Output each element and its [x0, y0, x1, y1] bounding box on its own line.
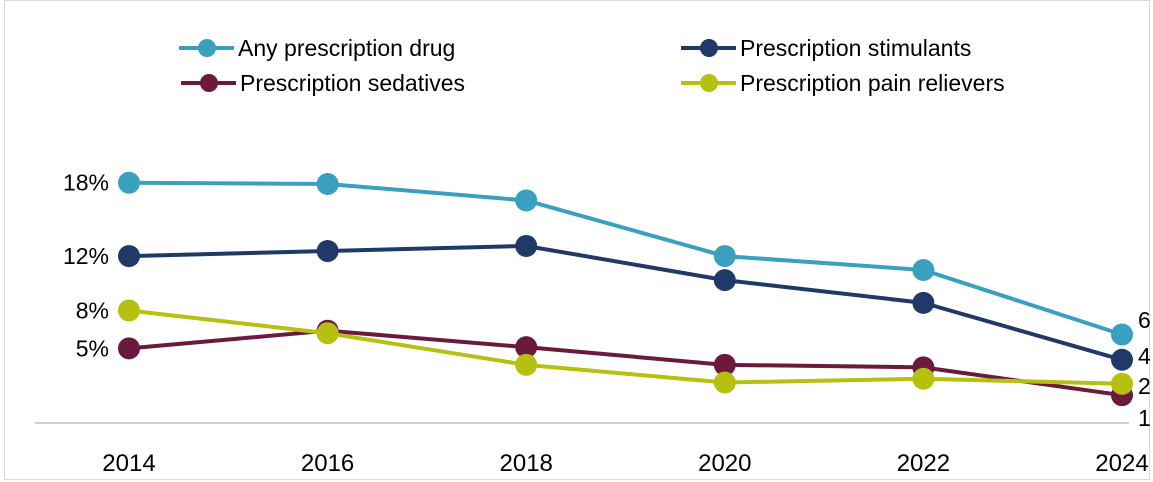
start-label-3: 5%	[76, 335, 109, 361]
end-label-3: 1%	[1138, 405, 1151, 431]
data-point-s3-1	[316, 322, 339, 345]
data-point-s0-2	[515, 189, 538, 212]
data-point-s1-2	[515, 234, 538, 257]
data-point-s1-3	[713, 269, 736, 292]
end-label-0: 6%	[1138, 307, 1151, 333]
start-label-1: 12%	[63, 243, 109, 269]
legend-marker-3	[700, 74, 718, 92]
x-tick-label-1: 2016	[301, 450, 354, 477]
x-tick-label-4: 2022	[897, 450, 950, 477]
data-point-s2-2	[515, 336, 538, 359]
data-point-s0-4	[912, 258, 935, 281]
data-point-s3-2	[515, 353, 538, 376]
series-line-2	[128, 328, 1123, 398]
x-tick-label-3: 2020	[698, 450, 751, 477]
data-point-s1-1	[316, 240, 339, 263]
legend: Any prescription drug Prescription stimul…	[179, 35, 1005, 96]
data-point-s3-3	[713, 371, 736, 394]
line-chart: Any prescription drug Prescription stimul…	[35, 35, 1151, 477]
series-line-0	[128, 180, 1123, 337]
data-point-s1-4	[912, 291, 935, 314]
start-label-0: 18%	[63, 170, 109, 196]
x-tick-label-0: 2014	[102, 450, 155, 477]
x-tick-layer: 2014 2016 2018 2020 2022 2024	[102, 450, 1148, 477]
data-point-s0-0	[118, 171, 140, 194]
x-tick-label-2: 2018	[500, 450, 553, 477]
legend-marker-2	[200, 74, 218, 92]
data-point-s3-5	[1111, 372, 1133, 395]
data-point-s3-0	[118, 299, 140, 322]
x-tick-label-5: 2024	[1095, 450, 1148, 477]
chart-frame: Any prescription drug Prescription stimul…	[4, 0, 1151, 480]
data-label-layer: 18% 12% 8% 5% 6% 4% 2% 1%	[63, 170, 1151, 431]
legend-label-0: Any prescription drug	[238, 35, 455, 61]
legend-label-1: Prescription stimulants	[740, 35, 971, 61]
legend-marker-0	[198, 39, 216, 57]
legend-marker-1	[700, 39, 718, 57]
end-label-2: 2%	[1138, 373, 1151, 399]
data-point-s0-3	[713, 245, 736, 268]
legend-label-3: Prescription pain relievers	[740, 70, 1005, 96]
legend-label-2: Prescription sedatives	[240, 70, 465, 96]
end-label-1: 4%	[1138, 343, 1151, 369]
start-label-2: 8%	[76, 297, 109, 323]
data-point-s0-5	[1111, 323, 1133, 346]
data-point-s1-0	[118, 245, 140, 268]
data-point-s0-1	[316, 173, 339, 196]
series-layer	[118, 171, 1133, 407]
data-point-s2-0	[118, 337, 140, 360]
data-point-s1-5	[1111, 348, 1133, 371]
series-line-1	[128, 243, 1123, 362]
data-point-s3-4	[912, 367, 935, 390]
series-line-3	[128, 308, 1123, 386]
data-point-s2-3	[713, 353, 736, 376]
